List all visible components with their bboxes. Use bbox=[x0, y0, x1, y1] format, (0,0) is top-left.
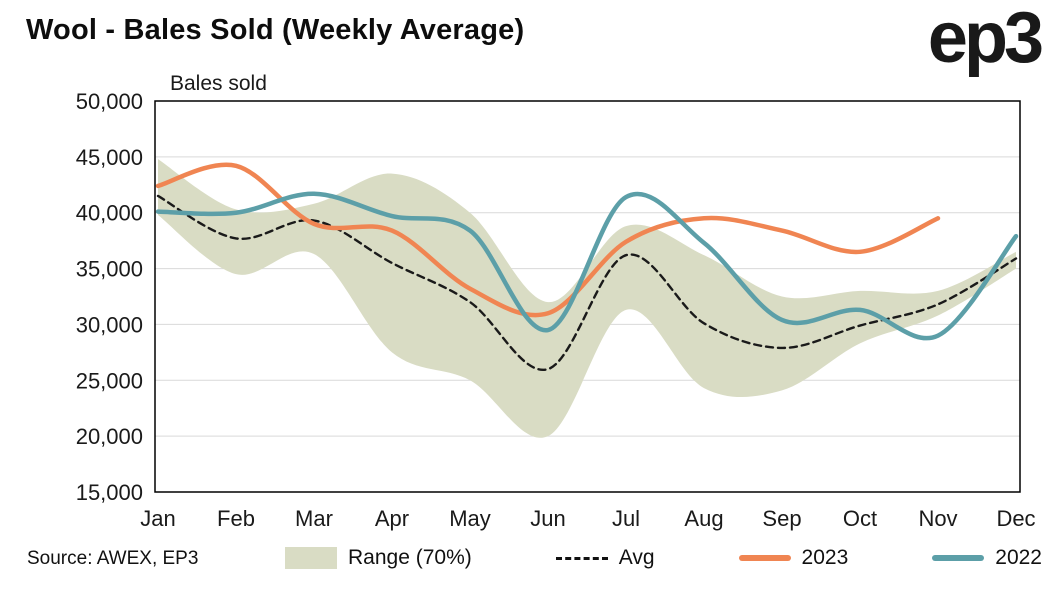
x-tick-label: Aug bbox=[684, 506, 723, 531]
range-band bbox=[158, 159, 1016, 438]
legend-item-2022: 2022 bbox=[932, 546, 1042, 570]
range-band-swatch bbox=[285, 547, 337, 569]
y-tick-label: 20,000 bbox=[76, 424, 143, 449]
series-line-2023 bbox=[155, 162, 941, 318]
legend-label-avg: Avg bbox=[618, 546, 655, 569]
x-tick-label: Apr bbox=[375, 506, 409, 531]
x-tick-label: Mar bbox=[295, 506, 333, 531]
x-tick-label: Nov bbox=[918, 506, 957, 531]
legend-label-range: Range (70%) bbox=[348, 546, 472, 569]
y-tick-label: 45,000 bbox=[76, 145, 143, 170]
avg-line-swatch bbox=[555, 556, 608, 560]
y-tick-label: 30,000 bbox=[76, 312, 143, 337]
chart-title: Wool - Bales Sold (Weekly Average) bbox=[26, 14, 525, 46]
x-tick-label: Sep bbox=[762, 506, 801, 531]
x-tick-label: Oct bbox=[843, 506, 877, 531]
plot-border bbox=[154, 100, 1021, 493]
x-tick-label: Jan bbox=[140, 506, 175, 531]
line-2023-swatch bbox=[738, 555, 791, 561]
ep3-logo: ep3 bbox=[927, 0, 1044, 78]
series-line-2022 bbox=[155, 191, 1019, 341]
line-2022-swatch bbox=[932, 555, 985, 561]
y-tick-label: 15,000 bbox=[76, 480, 143, 505]
legend: Range (70%) Avg 2023 2022 bbox=[285, 540, 1042, 576]
y-tick-label: 50,000 bbox=[76, 89, 143, 114]
x-tick-label: Jul bbox=[612, 506, 640, 531]
legend-item-avg: Avg bbox=[555, 546, 655, 570]
legend-item-range: Range (70%) bbox=[285, 546, 472, 570]
legend-label-2022: 2022 bbox=[995, 546, 1042, 569]
y-axis-label: Bales sold bbox=[170, 72, 267, 95]
x-tick-label: Jun bbox=[530, 506, 565, 531]
series-line-avg bbox=[156, 194, 1018, 371]
y-tick-label: 40,000 bbox=[76, 201, 143, 226]
legend-label-2023: 2023 bbox=[801, 546, 849, 569]
y-tick-label: 25,000 bbox=[76, 368, 143, 393]
x-tick-label: May bbox=[449, 506, 491, 531]
x-tick-label: Feb bbox=[217, 506, 255, 531]
y-tick-label: 35,000 bbox=[76, 257, 143, 282]
legend-item-2023: 2023 bbox=[738, 546, 849, 570]
x-tick-label: Dec bbox=[996, 506, 1035, 531]
source-note: Source: AWEX, EP3 bbox=[27, 548, 199, 569]
